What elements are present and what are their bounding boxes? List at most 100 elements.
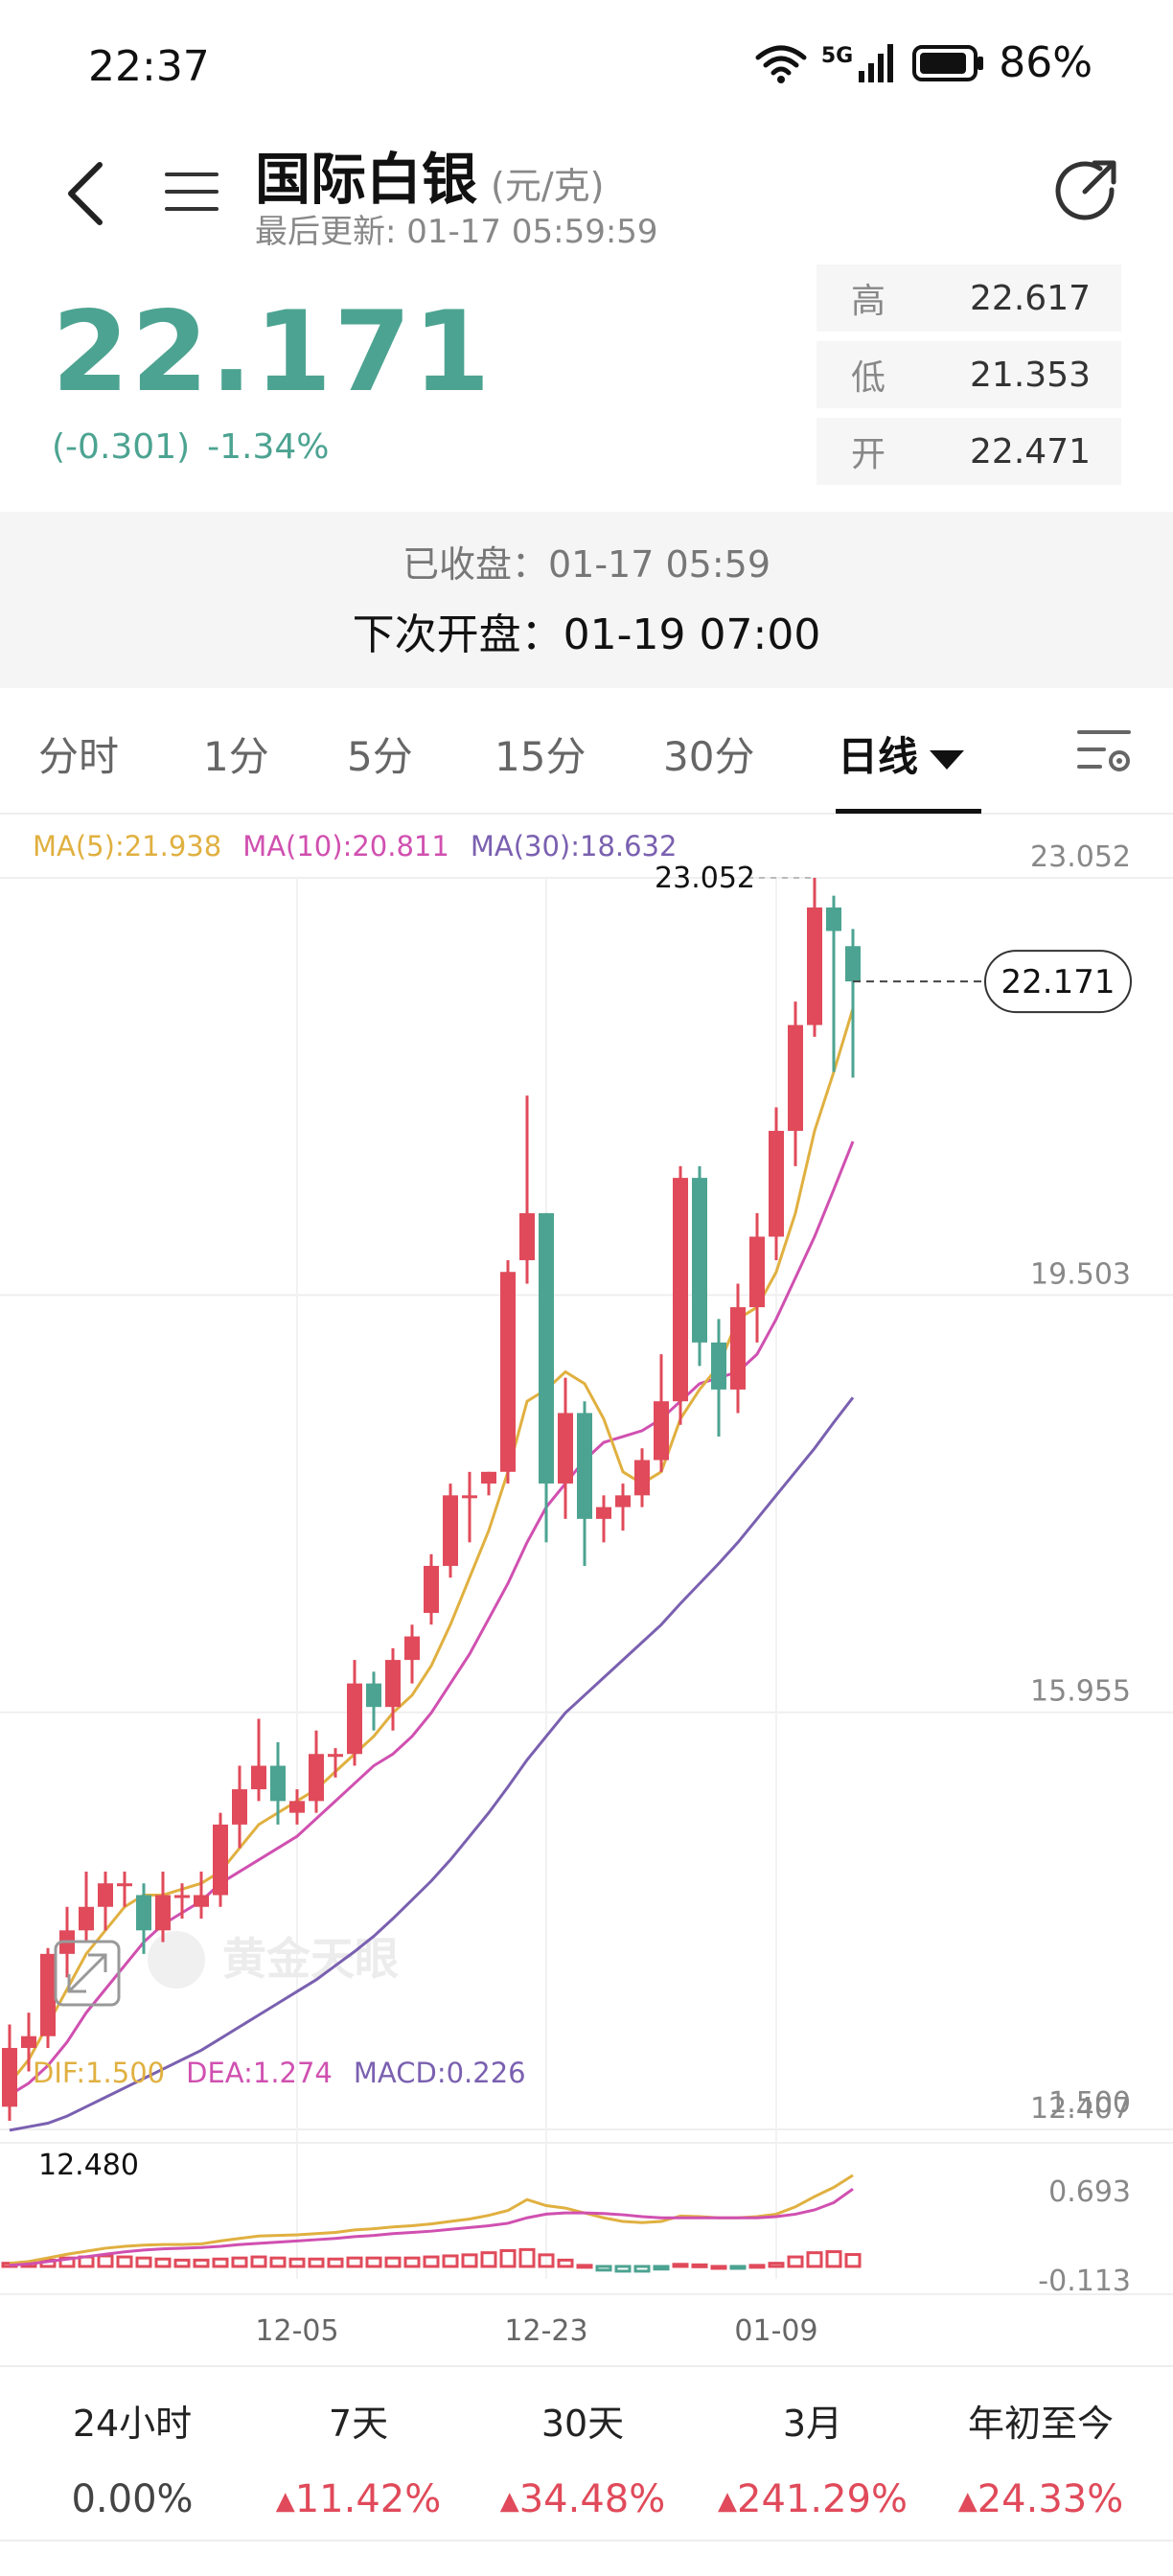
macd-axis-label: -0.113 bbox=[1038, 2265, 1131, 2298]
period-value-wrap: ▲24.33% bbox=[926, 2477, 1156, 2521]
y-axis-label: 15.955 bbox=[1030, 1675, 1131, 1709]
macd-bar bbox=[595, 2265, 612, 2272]
candle-body bbox=[443, 1495, 458, 1566]
period-value-wrap: ▲241.29% bbox=[698, 2477, 928, 2521]
macd-bar bbox=[461, 2253, 478, 2268]
y-axis-label: 12.407 bbox=[1030, 2092, 1131, 2126]
period-label: 30天 bbox=[540, 2403, 625, 2445]
candle-body bbox=[711, 1342, 726, 1390]
period-ytd: 年初至今 ▲24.33% bbox=[926, 2394, 1156, 2521]
candle-body bbox=[251, 1765, 266, 1790]
market-status-banner: 已收盘：01-17 05:59 下次开盘：01-19 07:00 bbox=[0, 512, 1173, 688]
macd-bar bbox=[691, 2263, 708, 2268]
candle-body bbox=[519, 1212, 535, 1260]
macd-bar bbox=[518, 2247, 536, 2268]
macd-bar bbox=[154, 2257, 172, 2268]
candle-body bbox=[40, 1953, 56, 2036]
up-arrow-icon: ▲ bbox=[275, 2487, 295, 2516]
macd-bar bbox=[116, 2255, 133, 2268]
macd-bar bbox=[806, 2251, 823, 2268]
ma10-value: MA(10):20.811 bbox=[242, 830, 449, 862]
signal-icon bbox=[859, 43, 894, 82]
period-7d: 7天 ▲11.42% bbox=[243, 2394, 473, 2521]
candle-body bbox=[289, 1801, 305, 1813]
candle-body bbox=[845, 946, 861, 982]
macd-bar bbox=[787, 2255, 804, 2268]
period-value: 11.42% bbox=[294, 2477, 442, 2521]
x-axis-label: 12-23 bbox=[504, 2314, 587, 2348]
candle-body bbox=[481, 1471, 496, 1484]
macd-value: MACD:0.226 bbox=[353, 2057, 526, 2089]
battery-icon bbox=[912, 44, 984, 81]
macd-legend: DIF:1.500 DEA:1.274 MACD:0.226 bbox=[33, 2057, 547, 2089]
low-price-label: 12.480 bbox=[38, 2149, 139, 2182]
current-price: 22.171 bbox=[52, 288, 493, 417]
candle-body bbox=[634, 1460, 650, 1496]
candle-body bbox=[826, 907, 841, 932]
dea-value: DEA:1.274 bbox=[186, 2057, 333, 2089]
kline-chart[interactable]: 23.052 19.503 15.955 12.407 黄金天眼 23.052 12.480… bbox=[0, 816, 1173, 2359]
up-arrow-icon: ▲ bbox=[499, 2487, 519, 2516]
price-stats: 高 22.617 低 21.353 开 22.471 bbox=[816, 264, 1121, 494]
header: 国际白银 (元/克) 最后更新: 01-17 05:59:59 bbox=[0, 134, 1173, 259]
macd-bar bbox=[825, 2250, 842, 2268]
market-next-open: 下次开盘：01-19 07:00 bbox=[352, 610, 821, 659]
period-tabs: 分时 1分 5分 15分 30分 日线 bbox=[0, 690, 1173, 815]
tab-5min[interactable]: 5分 bbox=[347, 733, 413, 780]
macd-bar bbox=[308, 2257, 325, 2268]
macd-bar bbox=[633, 2265, 651, 2273]
up-arrow-icon: ▲ bbox=[957, 2487, 978, 2516]
period-30d: 30天 ▲34.48% bbox=[468, 2394, 698, 2521]
macd-bar bbox=[231, 2256, 248, 2268]
tab-daily[interactable]: 日线 bbox=[838, 724, 966, 783]
divider bbox=[0, 2540, 1173, 2542]
dea-line bbox=[9, 2187, 854, 2267]
macd-bar bbox=[212, 2257, 229, 2268]
stat-value: 22.617 bbox=[970, 278, 1091, 318]
active-tab-indicator bbox=[836, 809, 981, 814]
candle-body bbox=[21, 2036, 36, 2048]
menu-icon[interactable] bbox=[163, 163, 220, 220]
macd-bar bbox=[748, 2264, 766, 2269]
chart-canvas: 23.052 19.503 15.955 12.407 黄金天眼 23.052 12.480… bbox=[0, 840, 1173, 2348]
candle-body bbox=[98, 1883, 113, 1907]
tab-30min[interactable]: 30分 bbox=[663, 733, 755, 780]
candle-body bbox=[309, 1754, 324, 1802]
share-icon[interactable] bbox=[1052, 155, 1121, 224]
up-arrow-icon: ▲ bbox=[718, 2487, 738, 2516]
tab-1min[interactable]: 1分 bbox=[203, 733, 269, 780]
period-value-wrap: ▲11.42% bbox=[243, 2477, 473, 2521]
last-updated: 最后更新: 01-17 05:59:59 bbox=[255, 213, 658, 251]
ma30-line bbox=[9, 1396, 855, 2132]
period-value: 0.00% bbox=[71, 2477, 194, 2521]
macd-bar bbox=[672, 2263, 689, 2268]
period-label: 年初至今 bbox=[967, 2403, 1114, 2445]
page-title: 国际白银 (元/克) bbox=[255, 134, 604, 215]
macd-bar bbox=[480, 2251, 497, 2268]
macd-bar bbox=[557, 2258, 574, 2268]
candle-body bbox=[596, 1506, 611, 1519]
caret-down-icon bbox=[930, 749, 965, 770]
macd-bar bbox=[653, 2265, 670, 2271]
wifi-icon bbox=[755, 45, 807, 83]
candle-body bbox=[692, 1178, 707, 1343]
tab-15min[interactable]: 15分 bbox=[494, 733, 586, 780]
battery-percent: 86% bbox=[999, 38, 1092, 87]
period-label: 24小时 bbox=[72, 2403, 193, 2445]
last-price-label: 22.171 bbox=[1001, 963, 1116, 1001]
back-icon[interactable] bbox=[58, 155, 115, 232]
tab-daily-label: 日线 bbox=[838, 733, 919, 780]
expand-icon bbox=[54, 1940, 121, 2007]
macd-bar bbox=[710, 2265, 727, 2270]
period-value: 241.29% bbox=[737, 2477, 908, 2521]
chart-settings-icon[interactable] bbox=[1075, 724, 1135, 778]
title-text: 国际白银 bbox=[255, 147, 478, 212]
x-axis-label: 01-09 bbox=[734, 2314, 817, 2348]
period-24h: 24小时 0.00% bbox=[17, 2394, 247, 2521]
macd-bar bbox=[423, 2255, 440, 2268]
macd-bar bbox=[135, 2256, 152, 2268]
candle-body bbox=[539, 1212, 554, 1484]
ma30-value: MA(30):18.632 bbox=[470, 830, 678, 862]
tab-timeshare[interactable]: 分时 bbox=[38, 733, 120, 780]
watermark-logo bbox=[148, 1931, 205, 1989]
